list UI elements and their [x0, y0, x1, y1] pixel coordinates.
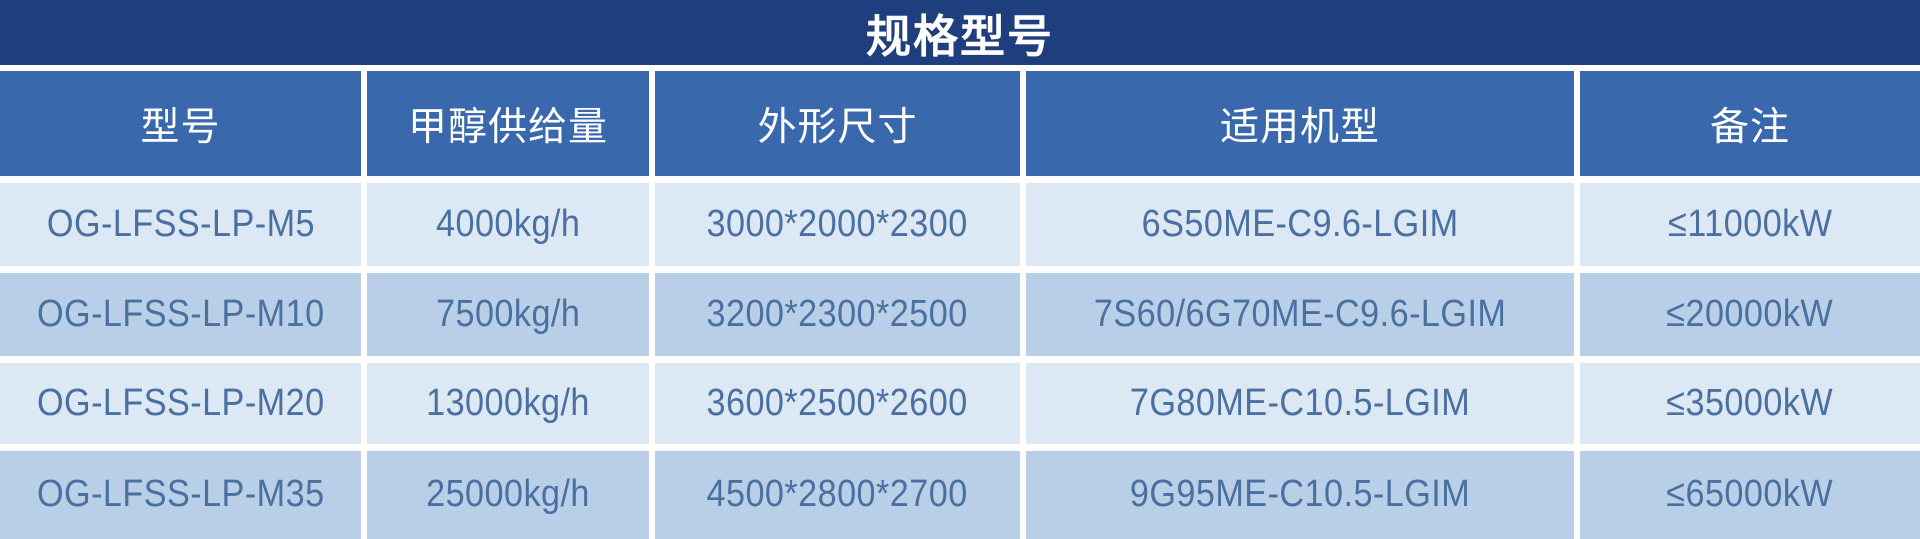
cell-value: 6S50ME-C9.6-LGIM [1141, 203, 1459, 246]
table-cell-methanol-supply: 4000kg/h [367, 183, 649, 267]
cell-value: OG-LFSS-LP-M5 [46, 203, 315, 246]
column-header-methanol-supply: 甲醇供给量 [367, 71, 649, 177]
column-header-label: 甲醇供给量 [407, 105, 608, 149]
cell-value: 4500*2800*2700 [706, 473, 969, 516]
column-header-label: 外形尺寸 [757, 105, 918, 149]
table-cell-dimensions: 3200*2300*2500 [655, 273, 1020, 356]
column-header-remarks: 备注 [1580, 71, 1920, 177]
cell-value: ≤11000kW [1667, 203, 1833, 246]
cell-value: 7500kg/h [435, 293, 581, 336]
table-cell-methanol-supply: 7500kg/h [367, 273, 649, 356]
table-title: 规格型号 [865, 11, 1054, 62]
cell-value: 7S60/6G70ME-C9.6-LGIM [1093, 293, 1507, 336]
table-title-band: 规格型号 [0, 0, 1920, 65]
table-cell-dimensions: 4500*2800*2700 [655, 450, 1020, 539]
table-cell-model: OG-LFSS-LP-M20 [0, 362, 361, 444]
cell-value: 7G80ME-C10.5-LGIM [1129, 381, 1471, 424]
cell-value: OG-LFSS-LP-M35 [36, 473, 325, 516]
column-header-model: 型号 [0, 71, 361, 177]
table-cell-applicable-engines: 7G80ME-C10.5-LGIM [1026, 362, 1574, 444]
table-cell-dimensions: 3600*2500*2600 [655, 362, 1020, 444]
table-cell-remarks: ≤35000kW [1580, 362, 1920, 444]
table-cell-model: OG-LFSS-LP-M5 [0, 183, 361, 267]
cell-value: 3200*2300*2500 [706, 293, 969, 336]
cell-value: 3000*2000*2300 [706, 203, 969, 246]
column-header-dimensions: 外形尺寸 [655, 71, 1020, 177]
cell-value: 4000kg/h [435, 203, 581, 246]
table-cell-methanol-supply: 13000kg/h [367, 362, 649, 444]
table-cell-remarks: ≤65000kW [1580, 450, 1920, 539]
column-header-label: 备注 [1709, 105, 1790, 149]
cell-value: 3600*2500*2600 [706, 381, 969, 424]
cell-value: ≤65000kW [1666, 473, 1834, 516]
cell-value: ≤35000kW [1666, 381, 1834, 424]
table-cell-applicable-engines: 9G95ME-C10.5-LGIM [1026, 450, 1574, 539]
table-cell-remarks: ≤11000kW [1580, 183, 1920, 267]
cell-value: 13000kg/h [426, 381, 590, 424]
spec-table: 型号 甲醇供给量 外形尺寸 适用机型 备注 OG-LFSS-LP-M5 4000… [0, 71, 1920, 539]
cell-value: 25000kg/h [426, 473, 590, 516]
table-cell-dimensions: 3000*2000*2300 [655, 183, 1020, 267]
table-cell-applicable-engines: 7S60/6G70ME-C9.6-LGIM [1026, 273, 1574, 356]
cell-value: 9G95ME-C10.5-LGIM [1129, 473, 1471, 516]
cell-value: OG-LFSS-LP-M20 [36, 381, 325, 424]
table-cell-applicable-engines: 6S50ME-C9.6-LGIM [1026, 183, 1574, 267]
column-header-applicable-engines: 适用机型 [1026, 71, 1574, 177]
table-cell-methanol-supply: 25000kg/h [367, 450, 649, 539]
column-header-label: 适用机型 [1219, 105, 1380, 149]
cell-value: OG-LFSS-LP-M10 [36, 293, 325, 336]
table-cell-remarks: ≤20000kW [1580, 273, 1920, 356]
cell-value: ≤20000kW [1666, 293, 1834, 336]
table-cell-model: OG-LFSS-LP-M10 [0, 273, 361, 356]
table-cell-model: OG-LFSS-LP-M35 [0, 450, 361, 539]
column-header-label: 型号 [140, 105, 221, 149]
